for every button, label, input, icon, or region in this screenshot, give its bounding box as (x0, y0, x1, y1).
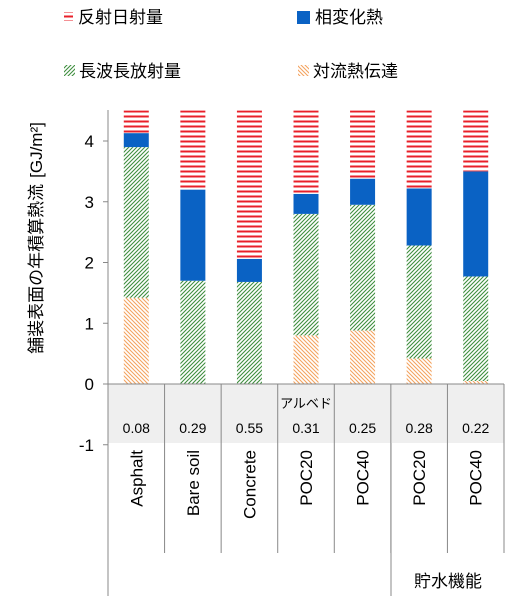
bar-segment (293, 110, 319, 194)
bar-segment (123, 110, 149, 134)
y-axis-label: 舗装表面の年積算熱流 (27, 184, 46, 354)
y-tick-label: 2 (85, 254, 94, 273)
legend-item-latent-heat: 相変化熱 (297, 8, 383, 27)
albedo-value: 0.25 (349, 420, 376, 436)
legend-label-latent-heat: 相変化熱 (315, 8, 383, 27)
bar-segment (236, 258, 262, 282)
bar-segment (463, 171, 489, 277)
albedo-value: 0.08 (123, 420, 150, 436)
category-label: Bare soil (184, 450, 203, 516)
legend-swatch-convective (298, 65, 309, 76)
y-tick-label: -1 (79, 436, 94, 455)
category-label: Asphalt (127, 450, 146, 507)
bar-segment (350, 178, 376, 205)
group-label: 貯水機能 (414, 572, 482, 591)
albedo-value: 0.55 (236, 420, 263, 436)
bar-segment (406, 188, 432, 246)
y-tick-label: 4 (85, 132, 94, 151)
bar-segment (293, 213, 319, 336)
albedo-value: 0.31 (292, 420, 319, 436)
y-tick-label: 0 (85, 375, 94, 394)
legend-label-reflected-solar: 反射日射量 (78, 8, 163, 27)
albedo-heading: アルベド (280, 396, 332, 411)
bar-segment (293, 335, 319, 384)
bar-segment (180, 110, 206, 190)
y-axis-title: 舗装表面の年積算熱流 [GJ/m²] (27, 122, 46, 354)
bar-segment (350, 110, 376, 179)
category-label: POC40 (354, 450, 373, 506)
category-labels: Asphalt Bare soil Concrete POC20 POC40 POC20 P… (107, 384, 505, 553)
bar-segment (406, 358, 432, 384)
legend-label-longwave: 長波長放射量 (79, 62, 181, 81)
bar-segment (406, 245, 432, 359)
bar-segment (180, 189, 206, 281)
legend-swatch-latent-heat (297, 11, 310, 24)
legend-item-reflected-solar: 反射日射量 (64, 8, 163, 27)
bar-segment (123, 147, 149, 298)
bar-segment (463, 276, 489, 381)
bars (123, 110, 489, 384)
legend-item-longwave: 長波長放射量 (64, 62, 181, 81)
svg-text:舗装表面の年積算熱流[GJ/m²]: 舗装表面の年積算熱流 [GJ/m²] (27, 122, 46, 354)
albedo-band (108, 384, 504, 443)
category-label: POC20 (410, 450, 429, 506)
bar-segment (293, 193, 319, 214)
y-axis-unit: [GJ/m²] (27, 122, 46, 178)
bar-segment (406, 110, 432, 189)
legend-swatch-reflected-solar (64, 12, 73, 21)
albedo-value: 0.28 (406, 420, 433, 436)
legend-label-convective: 対流熱伝達 (313, 62, 398, 81)
bar-segment (123, 297, 149, 384)
albedo-value: 0.22 (462, 420, 489, 436)
bar-segment (350, 330, 376, 384)
legend-item-convective: 対流熱伝達 (298, 62, 398, 81)
category-label: POC40 (467, 450, 486, 506)
bar-segment (350, 204, 376, 331)
bar-segment (123, 133, 149, 148)
legend-swatch-longwave (64, 65, 75, 76)
category-label: POC20 (297, 450, 316, 506)
bar-segment (180, 280, 206, 384)
bar-segment (236, 110, 262, 259)
albedo-value: 0.29 (179, 420, 206, 436)
albedo-values: 0.08 0.29 0.55 0.31 0.25 0.28 0.22 (123, 420, 490, 436)
bar-segment (463, 110, 489, 172)
legend: 反射日射量 相変化熱 長波長放射量 対流熱伝達 (64, 8, 398, 81)
y-tick-label: 1 (85, 314, 94, 333)
y-tick-label: 3 (85, 193, 94, 212)
bar-segment (236, 281, 262, 384)
y-axis: -1 0 1 2 3 4 (79, 132, 108, 455)
bar-segment (463, 380, 489, 384)
category-label: Concrete (240, 450, 259, 519)
